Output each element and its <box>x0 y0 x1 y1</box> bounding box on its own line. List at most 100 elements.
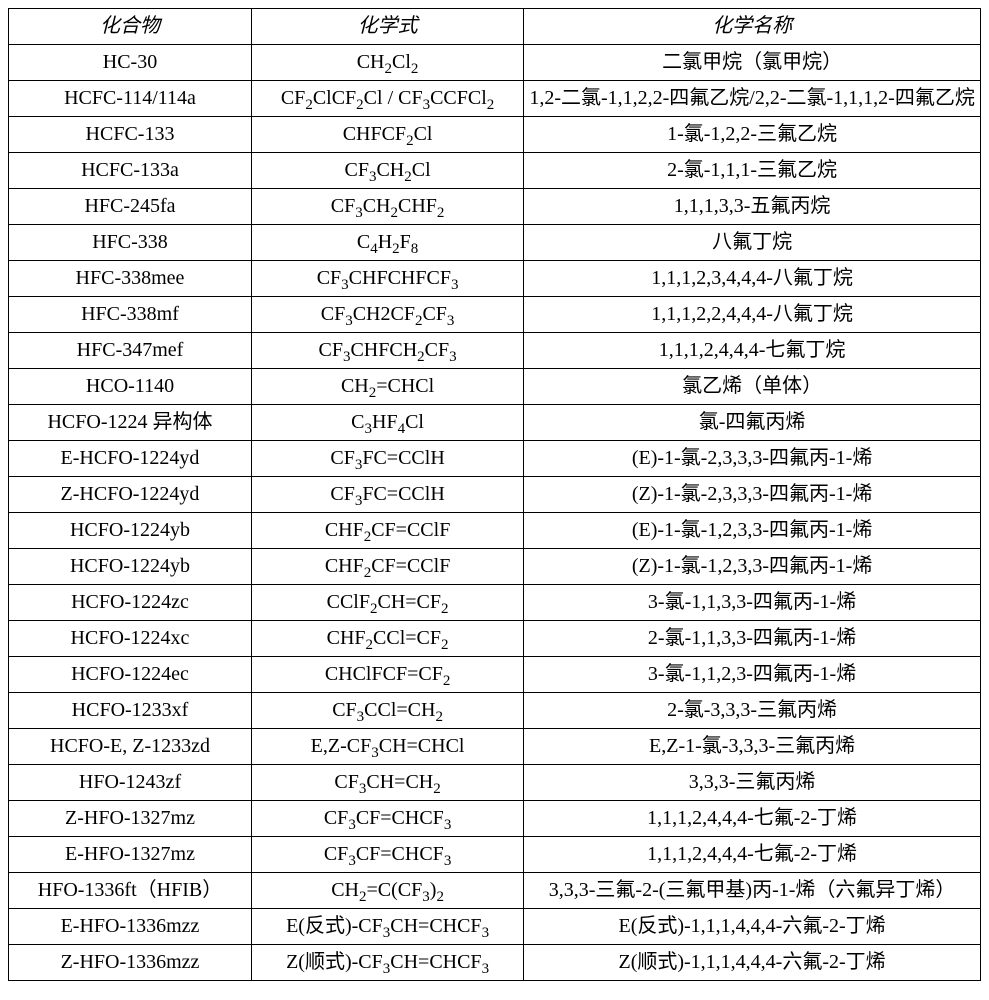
cell-compound: HCFO-1224ec <box>9 657 252 693</box>
table-row: Z-HCFO-1224ydCF3FC=CClH(Z)-1-氯-2,3,3,3-四… <box>9 477 981 513</box>
cell-compound: E-HCFO-1224yd <box>9 441 252 477</box>
table-row: E-HFO-1327mzCF3CF=CHCF31,1,1,2,4,4,4-七氟-… <box>9 837 981 873</box>
cell-name: 1,1,1,2,4,4,4-七氟丁烷 <box>524 333 981 369</box>
cell-compound: HCFO-E, Z-1233zd <box>9 729 252 765</box>
cell-formula: C3HF4Cl <box>252 405 524 441</box>
cell-formula: E,Z-CF3CH=CHCl <box>252 729 524 765</box>
table-row: HCFO-1224xcCHF2CCl=CF22-氯-1,1,3,3-四氟丙-1-… <box>9 621 981 657</box>
cell-name: 2-氯-1,1,1-三氟乙烷 <box>524 153 981 189</box>
col-header-formula: 化学式 <box>252 9 524 45</box>
table-row: HCFO-1224ecCHClFCF=CF23-氯-1,1,2,3-四氟丙-1-… <box>9 657 981 693</box>
table-row: HFO-1243zfCF3CH=CH23,3,3-三氟丙烯 <box>9 765 981 801</box>
table-row: HCFO-1224ybCHF2CF=CClF(Z)-1-氯-1,2,3,3-四氟… <box>9 549 981 585</box>
table-body: HC-30CH2Cl2二氯甲烷（氯甲烷）HCFC-114/114aCF2ClCF… <box>9 45 981 981</box>
cell-name: 1,1,1,2,4,4,4-七氟-2-丁烯 <box>524 837 981 873</box>
cell-formula: CClF2CH=CF2 <box>252 585 524 621</box>
cell-name: 2-氯-3,3,3-三氟丙烯 <box>524 693 981 729</box>
cell-formula: CF3CHFCHFCF3 <box>252 261 524 297</box>
cell-compound: HFC-338mf <box>9 297 252 333</box>
table-row: HFC-338C4H2F8八氟丁烷 <box>9 225 981 261</box>
cell-formula: CHF2CF=CClF <box>252 549 524 585</box>
cell-formula: CHFCF2Cl <box>252 117 524 153</box>
table-row: HFC-245faCF3CH2CHF21,1,1,3,3-五氟丙烷 <box>9 189 981 225</box>
cell-name: 八氟丁烷 <box>524 225 981 261</box>
table-row: HC-30CH2Cl2二氯甲烷（氯甲烷） <box>9 45 981 81</box>
cell-compound: HCFC-133 <box>9 117 252 153</box>
cell-compound: E-HFO-1327mz <box>9 837 252 873</box>
table-row: HCFO-1224zcCClF2CH=CF23-氯-1,1,3,3-四氟丙-1-… <box>9 585 981 621</box>
cell-name: (E)-1-氯-1,2,3,3-四氟丙-1-烯 <box>524 513 981 549</box>
table-row: HCO-1140CH2=CHCl氯乙烯（单体） <box>9 369 981 405</box>
cell-compound: E-HFO-1336mzz <box>9 909 252 945</box>
cell-compound: Z-HFO-1327mz <box>9 801 252 837</box>
table-header: 化合物 化学式 化学名称 <box>9 9 981 45</box>
table-row: HCFO-1233xfCF3CCl=CH22-氯-3,3,3-三氟丙烯 <box>9 693 981 729</box>
table-row: Z-HFO-1336mzzZ(顺式)-CF3CH=CHCF3Z(顺式)-1,1,… <box>9 945 981 981</box>
table-row: HFC-347mefCF3CHFCH2CF31,1,1,2,4,4,4-七氟丁烷 <box>9 333 981 369</box>
cell-formula: Z(顺式)-CF3CH=CHCF3 <box>252 945 524 981</box>
cell-formula: CH2=CHCl <box>252 369 524 405</box>
cell-name: E,Z-1-氯-3,3,3-三氟丙烯 <box>524 729 981 765</box>
cell-formula: CF3CF=CHCF3 <box>252 837 524 873</box>
cell-formula: C4H2F8 <box>252 225 524 261</box>
table-row: HCFC-114/114aCF2ClCF2Cl / CF3CCFCl21,2-二… <box>9 81 981 117</box>
table-row: HCFC-133CHFCF2Cl1-氯-1,2,2-三氟乙烷 <box>9 117 981 153</box>
table-row: HFC-338meeCF3CHFCHFCF31,1,1,2,3,4,4,4-八氟… <box>9 261 981 297</box>
cell-compound: HCO-1140 <box>9 369 252 405</box>
cell-formula: CHClFCF=CF2 <box>252 657 524 693</box>
cell-formula: CF3CH2Cl <box>252 153 524 189</box>
table-row: Z-HFO-1327mzCF3CF=CHCF31,1,1,2,4,4,4-七氟-… <box>9 801 981 837</box>
cell-compound: HFO-1336ft（HFIB） <box>9 873 252 909</box>
cell-name: 1,1,1,2,3,4,4,4-八氟丁烷 <box>524 261 981 297</box>
cell-name: (Z)-1-氯-2,3,3,3-四氟丙-1-烯 <box>524 477 981 513</box>
cell-name: 1,1,1,2,2,4,4,4-八氟丁烷 <box>524 297 981 333</box>
cell-compound: HC-30 <box>9 45 252 81</box>
header-row: 化合物 化学式 化学名称 <box>9 9 981 45</box>
cell-name: 3-氯-1,1,3,3-四氟丙-1-烯 <box>524 585 981 621</box>
cell-name: 1,2-二氯-1,1,2,2-四氟乙烷/2,2-二氯-1,1,1,2-四氟乙烷 <box>524 81 981 117</box>
cell-name: 氯-四氟丙烯 <box>524 405 981 441</box>
cell-formula: CHF2CCl=CF2 <box>252 621 524 657</box>
cell-formula: CF3CHFCH2CF3 <box>252 333 524 369</box>
cell-compound: HFO-1243zf <box>9 765 252 801</box>
cell-name: (E)-1-氯-2,3,3,3-四氟丙-1-烯 <box>524 441 981 477</box>
cell-formula: CF3CF=CHCF3 <box>252 801 524 837</box>
table-row: E-HFO-1336mzzE(反式)-CF3CH=CHCF3E(反式)-1,1,… <box>9 909 981 945</box>
cell-name: 3-氯-1,1,2,3-四氟丙-1-烯 <box>524 657 981 693</box>
cell-compound: HCFO-1224yb <box>9 513 252 549</box>
table-row: E-HCFO-1224ydCF3FC=CClH(E)-1-氯-2,3,3,3-四… <box>9 441 981 477</box>
col-header-compound: 化合物 <box>9 9 252 45</box>
table-row: HCFO-1224ybCHF2CF=CClF(E)-1-氯-1,2,3,3-四氟… <box>9 513 981 549</box>
cell-compound: Z-HCFO-1224yd <box>9 477 252 513</box>
cell-formula: E(反式)-CF3CH=CHCF3 <box>252 909 524 945</box>
cell-compound: HCFO-1224yb <box>9 549 252 585</box>
cell-compound: HCFC-133a <box>9 153 252 189</box>
cell-compound: HFC-338 <box>9 225 252 261</box>
cell-formula: CF3CH2CHF2 <box>252 189 524 225</box>
cell-name: 二氯甲烷（氯甲烷） <box>524 45 981 81</box>
cell-name: 3,3,3-三氟-2-(三氟甲基)丙-1-烯（六氟异丁烯） <box>524 873 981 909</box>
cell-compound: HCFO-1224xc <box>9 621 252 657</box>
cell-formula: CF3CH=CH2 <box>252 765 524 801</box>
table-row: HCFC-133aCF3CH2Cl2-氯-1,1,1-三氟乙烷 <box>9 153 981 189</box>
cell-formula: CH2=C(CF3)2 <box>252 873 524 909</box>
cell-name: E(反式)-1,1,1,4,4,4-六氟-2-丁烯 <box>524 909 981 945</box>
cell-formula: CF3FC=CClH <box>252 441 524 477</box>
cell-name: 2-氯-1,1,3,3-四氟丙-1-烯 <box>524 621 981 657</box>
cell-formula: CH2Cl2 <box>252 45 524 81</box>
cell-name: 3,3,3-三氟丙烯 <box>524 765 981 801</box>
cell-formula: CF3CH2CF2CF3 <box>252 297 524 333</box>
cell-compound: HCFO-1233xf <box>9 693 252 729</box>
cell-formula: CF3CCl=CH2 <box>252 693 524 729</box>
cell-compound: HFC-245fa <box>9 189 252 225</box>
cell-compound: Z-HFO-1336mzz <box>9 945 252 981</box>
col-header-name: 化学名称 <box>524 9 981 45</box>
cell-compound: HCFO-1224 异构体 <box>9 405 252 441</box>
cell-compound: HFC-338mee <box>9 261 252 297</box>
cell-name: 1,1,1,2,4,4,4-七氟-2-丁烯 <box>524 801 981 837</box>
cell-name: 1,1,1,3,3-五氟丙烷 <box>524 189 981 225</box>
cell-name: 1-氯-1,2,2-三氟乙烷 <box>524 117 981 153</box>
cell-compound: HCFC-114/114a <box>9 81 252 117</box>
compounds-table: 化合物 化学式 化学名称 HC-30CH2Cl2二氯甲烷（氯甲烷）HCFC-11… <box>8 8 981 981</box>
cell-name: 氯乙烯（单体） <box>524 369 981 405</box>
